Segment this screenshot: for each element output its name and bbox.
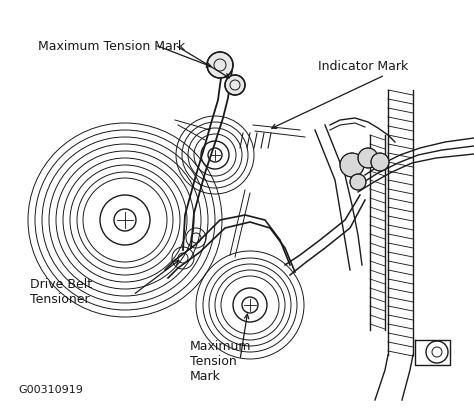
- Circle shape: [371, 153, 389, 171]
- Circle shape: [350, 174, 366, 190]
- Circle shape: [358, 148, 378, 168]
- Text: Maximum Tension Mark: Maximum Tension Mark: [38, 40, 185, 53]
- Text: G00310919: G00310919: [18, 385, 83, 395]
- Circle shape: [340, 153, 364, 177]
- Text: Indicator Mark: Indicator Mark: [318, 60, 408, 73]
- Circle shape: [225, 75, 245, 95]
- Text: Maximum
Tension
Mark: Maximum Tension Mark: [190, 340, 252, 383]
- Circle shape: [207, 52, 233, 78]
- Text: Drive Belt
Tensioner: Drive Belt Tensioner: [30, 278, 92, 306]
